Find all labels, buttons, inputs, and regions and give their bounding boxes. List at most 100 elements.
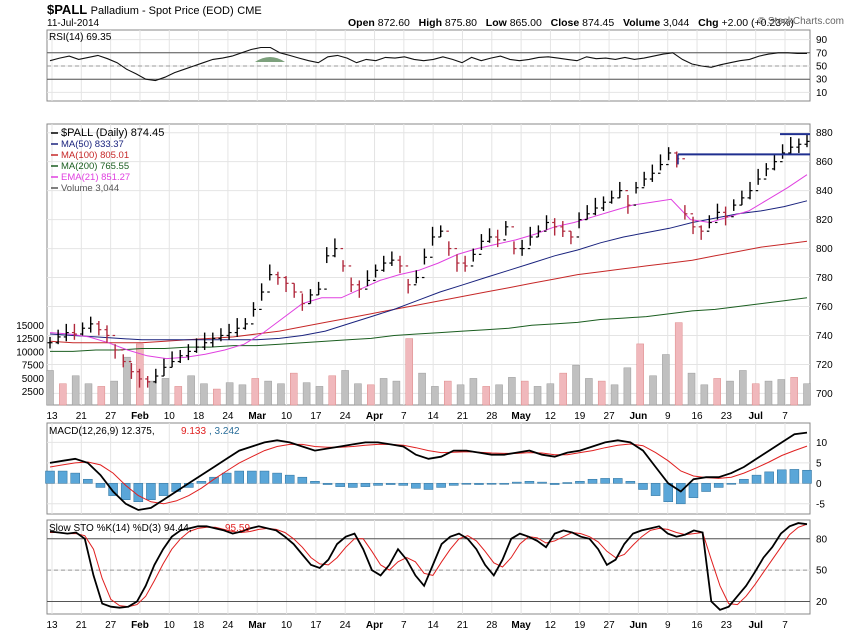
volume-bar xyxy=(354,383,362,406)
volume-bar xyxy=(456,384,465,406)
volume-bar xyxy=(123,356,131,406)
x-tick-label: 19 xyxy=(574,411,586,422)
close-value: 874.45 xyxy=(582,17,615,29)
price-axis-tick-label: 740 xyxy=(816,331,833,342)
macd-axis-tick-label: 5 xyxy=(816,458,822,469)
macd-line xyxy=(49,431,808,511)
macd-histogram-bar xyxy=(83,478,93,484)
volume-bar xyxy=(700,384,709,406)
x-tick-label: Apr xyxy=(366,620,383,631)
macd-hist-value: , 3.242 xyxy=(209,426,240,437)
macd-histogram-bar xyxy=(158,483,169,496)
macd-histogram-bar xyxy=(436,483,446,488)
macd-histogram-bar xyxy=(701,483,711,492)
macd-histogram-bar xyxy=(524,481,535,484)
low-value: 865.00 xyxy=(509,17,542,29)
volume-bar xyxy=(597,380,606,406)
macd-histogram-bar xyxy=(259,470,270,484)
macd-histogram-bar xyxy=(411,483,421,489)
macd-histogram-bar xyxy=(335,483,345,487)
macd-histogram-bar xyxy=(234,470,244,484)
price-axis-tick-label: 820 xyxy=(816,215,833,226)
ohlc-summary: Open 872.60 High 875.80 Low 865.00 Close… xyxy=(348,17,794,29)
macd-histogram-bar xyxy=(146,483,156,500)
volume-bar xyxy=(290,372,298,406)
volume-value: 3,044 xyxy=(663,17,690,29)
price-axis-tick-label: 700 xyxy=(816,389,833,400)
low-label: Low xyxy=(485,17,507,29)
macd-histogram-bar xyxy=(713,483,724,488)
volume-bar xyxy=(546,383,555,406)
volume-bar xyxy=(315,386,324,406)
x-tick-label: Mar xyxy=(248,411,266,422)
price-axis-tick-label: 800 xyxy=(816,244,833,255)
volume-bar xyxy=(585,378,593,406)
rsi-axis-tick-label: 90 xyxy=(816,35,828,46)
macd-histogram-bar xyxy=(600,478,610,484)
x-tick-label: 16 xyxy=(691,620,703,631)
x-tick-label: 21 xyxy=(457,620,469,631)
volume-bar xyxy=(379,378,388,406)
x-tick-label: 13 xyxy=(46,411,58,422)
rsi-title: RSI(14) 69.35 xyxy=(49,32,112,43)
open-label: Open xyxy=(348,17,375,29)
volume-bar xyxy=(751,383,760,406)
volume-bar xyxy=(431,386,439,406)
volume-bar xyxy=(482,386,490,406)
x-tick-label: 7 xyxy=(782,411,788,422)
volume-bar xyxy=(713,378,721,406)
volume-bar xyxy=(46,370,54,406)
ema21-line xyxy=(49,174,808,360)
volume-bar xyxy=(687,372,696,406)
macd-histogram-bar xyxy=(474,483,484,485)
macd-histogram-bar xyxy=(512,481,522,484)
macd-signal-value: 9.133 xyxy=(181,426,206,437)
macd-histogram-bar xyxy=(650,483,661,496)
macd-histogram-bar xyxy=(486,483,497,485)
price-axis-tick-label: 860 xyxy=(816,157,833,168)
macd-histogram-bar xyxy=(777,469,787,484)
x-tick-label: Feb xyxy=(131,411,149,422)
price-axis-tick-label: 840 xyxy=(816,186,833,197)
high-value: 875.80 xyxy=(444,17,478,29)
x-tick-label: 23 xyxy=(721,411,733,422)
macd-histogram-bar xyxy=(802,469,812,484)
volume-bar xyxy=(726,380,734,406)
sto-axis-tick-label: 80 xyxy=(816,534,828,545)
macd-axis-tick-label: 0 xyxy=(816,479,822,490)
symbol-ticker: $PALL xyxy=(47,2,87,17)
rsi-overbought-fill xyxy=(255,57,285,62)
sto-axis-tick-label: 50 xyxy=(816,566,828,577)
volume-bar xyxy=(110,380,118,406)
macd-histogram-bar xyxy=(284,474,295,484)
volume-bar xyxy=(764,380,773,406)
macd-histogram-bar xyxy=(70,472,80,484)
x-tick-label: 10 xyxy=(164,411,176,422)
macd-histogram-bar xyxy=(272,472,282,484)
volume-bar xyxy=(238,384,247,406)
volume-bar xyxy=(520,380,529,406)
volume-bar xyxy=(495,384,503,406)
x-tick-label: 28 xyxy=(486,620,498,631)
macd-histogram-bar xyxy=(310,481,320,484)
rsi-axis-tick-label: 30 xyxy=(816,75,828,86)
open-value: 872.60 xyxy=(377,17,410,29)
x-tick-label: 24 xyxy=(222,620,234,631)
x-tick-label: 12 xyxy=(545,620,557,631)
x-tick-label: Feb xyxy=(131,620,149,631)
macd-histogram-bar xyxy=(613,478,623,484)
volume-bar xyxy=(443,380,452,406)
volume-axis-label: 12500 xyxy=(16,334,44,345)
x-tick-label: 13 xyxy=(46,620,58,631)
x-tick-label: 21 xyxy=(457,411,469,422)
volume-bar xyxy=(251,378,260,406)
high-label: High xyxy=(418,17,442,29)
macd-histogram-bar xyxy=(587,478,598,484)
volume-bar xyxy=(662,354,670,406)
macd-histogram-bar xyxy=(373,483,383,486)
macd-histogram-bar xyxy=(95,483,106,488)
macd-histogram-bar xyxy=(537,481,547,484)
volume-bar xyxy=(418,372,426,406)
x-tick-label: 24 xyxy=(340,620,352,631)
macd-histogram-bar xyxy=(108,483,118,496)
